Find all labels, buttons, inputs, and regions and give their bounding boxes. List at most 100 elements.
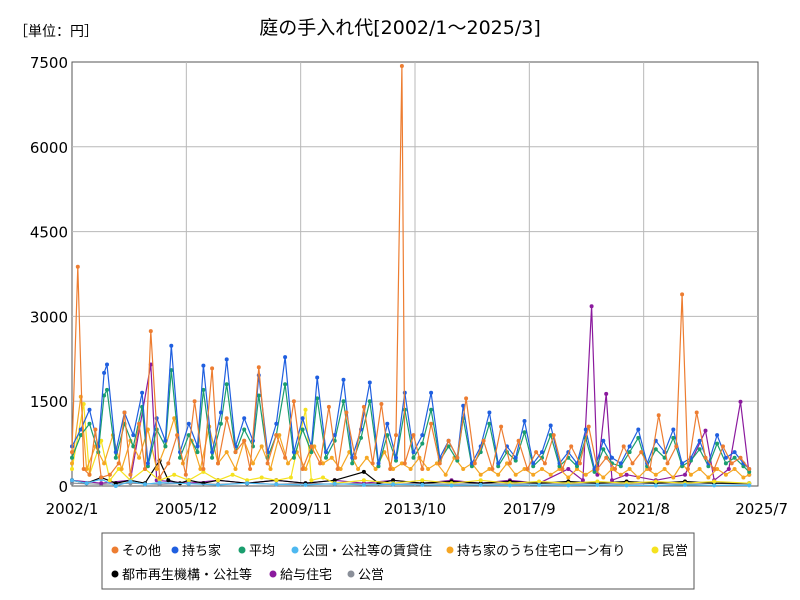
data-point (569, 444, 574, 449)
legend-item[interactable]: 公団・公社等の賃貸住 (291, 543, 433, 559)
legend-marker (446, 546, 454, 554)
legend-marker (651, 546, 659, 554)
data-point (201, 363, 206, 368)
data-point (557, 467, 562, 471)
data-point (697, 467, 702, 471)
data-point (531, 464, 536, 469)
data-point (183, 472, 188, 477)
data-point (601, 447, 606, 452)
legend-item[interactable]: 民営 (651, 544, 689, 559)
data-point (507, 461, 512, 466)
data-point (321, 461, 325, 466)
data-point (653, 479, 658, 484)
data-point (216, 461, 220, 466)
data-point (256, 393, 261, 398)
data-point (326, 404, 331, 409)
data-point (697, 447, 702, 452)
data-point (411, 450, 416, 455)
data-point (318, 461, 323, 466)
legend-label: 民営 (662, 544, 688, 559)
data-point (216, 482, 220, 487)
series-line (71, 345, 750, 472)
data-point (540, 450, 544, 455)
data-point (683, 482, 687, 487)
data-point (592, 467, 597, 471)
y-tick-label: 1500 (30, 393, 68, 411)
data-point (560, 467, 565, 471)
legend-item[interactable]: 平均 (238, 544, 276, 559)
data-point (557, 464, 562, 469)
data-point (87, 421, 92, 426)
data-point (259, 475, 264, 480)
data-point (487, 410, 492, 415)
data-point (630, 461, 635, 466)
data-point (566, 467, 571, 471)
data-point (522, 419, 527, 423)
data-point (499, 424, 504, 429)
data-point (186, 421, 191, 426)
unit-label: ［単位：円］ (14, 24, 98, 40)
data-point (145, 464, 150, 469)
data-point (128, 479, 133, 484)
legend-item[interactable]: 持ち家 (171, 543, 222, 559)
data-point (566, 483, 571, 488)
legend-marker (291, 546, 299, 554)
data-point (335, 467, 340, 471)
data-point (446, 444, 451, 449)
data-point (242, 438, 247, 443)
data-point (224, 382, 229, 387)
data-point (291, 399, 296, 404)
legend-marker (111, 570, 119, 578)
data-point (639, 450, 644, 455)
legend-box (101, 532, 695, 590)
data-point (361, 478, 366, 483)
data-point (186, 433, 191, 438)
data-point (338, 467, 343, 471)
data-point (723, 472, 728, 477)
data-point (429, 407, 434, 412)
data-point (329, 455, 334, 460)
legend-item[interactable]: その他 (111, 544, 162, 559)
data-point (551, 433, 556, 438)
data-point (70, 461, 74, 466)
data-point (566, 475, 571, 480)
data-point (274, 421, 279, 426)
data-point (618, 472, 623, 477)
data-point (172, 472, 177, 477)
data-point (84, 467, 89, 471)
data-point (288, 475, 293, 480)
data-point (353, 455, 358, 460)
data-point (595, 482, 600, 487)
data-point (487, 421, 492, 426)
data-point (169, 343, 174, 348)
data-point (478, 478, 483, 483)
data-point (105, 387, 109, 392)
data-point (420, 433, 425, 438)
data-point (195, 450, 200, 455)
legend-item[interactable]: 給与住宅 (269, 568, 333, 583)
data-point (303, 467, 308, 471)
legend-item[interactable]: 持ち家のうち住宅ローン有り (446, 543, 626, 559)
data-point (496, 472, 501, 477)
data-point (595, 479, 600, 484)
data-point (732, 450, 737, 455)
data-point (102, 370, 107, 375)
chart-title: 庭の手入れ代[2002/1～2025/3] (259, 17, 541, 39)
data-point (218, 410, 223, 415)
data-point (359, 435, 363, 440)
y-tick-label: 4500 (30, 224, 68, 242)
legend-item[interactable]: 公営 (347, 568, 385, 583)
data-point (70, 450, 74, 455)
data-point (356, 467, 361, 471)
data-point (391, 478, 396, 483)
data-point (747, 472, 752, 477)
data-point (478, 472, 483, 477)
data-point (364, 455, 369, 460)
data-point (388, 467, 393, 471)
data-point (703, 428, 708, 433)
data-point (513, 458, 518, 463)
legend-item[interactable]: 都市再生機構・公社等 (111, 567, 253, 583)
data-point (245, 478, 250, 483)
data-point (268, 467, 273, 471)
